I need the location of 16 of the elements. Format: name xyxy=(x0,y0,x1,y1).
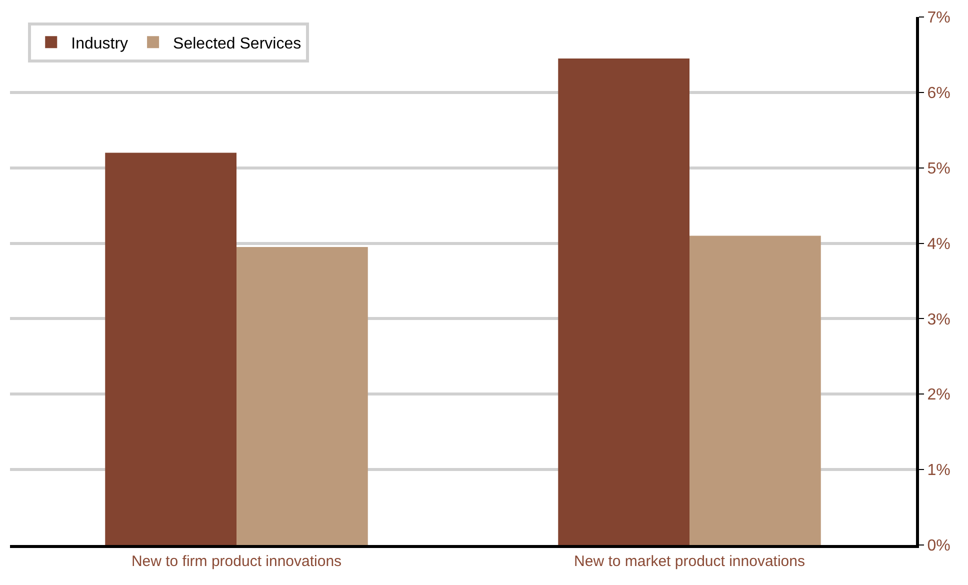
bar xyxy=(105,152,236,545)
y-tick-label: 6% xyxy=(927,85,950,102)
legend-label: Selected Services xyxy=(173,35,302,52)
legend-label: Industry xyxy=(71,35,128,52)
y-tick-label: 7% xyxy=(927,10,950,27)
y-tick-label: 5% xyxy=(927,160,950,178)
bar xyxy=(558,58,690,545)
x-tick-label: New to market product innovations xyxy=(574,553,805,570)
y-tick-label: 1% xyxy=(927,462,950,480)
y-tick-label: 4% xyxy=(927,236,950,253)
bar xyxy=(690,236,821,545)
y-tick-label: 2% xyxy=(927,386,950,404)
x-tick-label: New to firm product innovations xyxy=(131,553,342,570)
y-tick-label: 3% xyxy=(927,311,950,328)
bar xyxy=(236,247,368,545)
y-tick-label: 0% xyxy=(927,538,950,555)
